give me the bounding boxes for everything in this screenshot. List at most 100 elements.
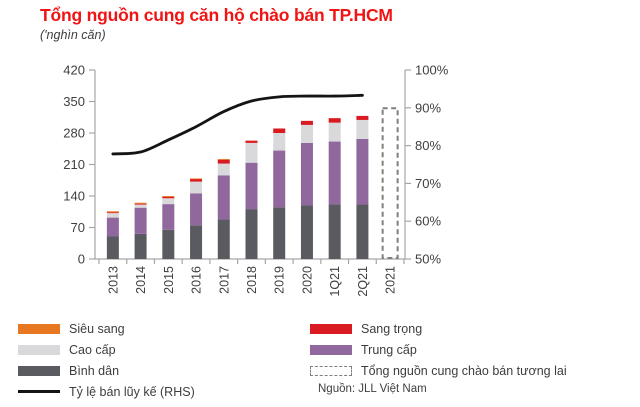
legend-item-ty-le-ban-luy-ke: Tỷ lệ bán lũy kế (RHS)	[18, 381, 298, 402]
bar-segment-2013-cao_cap	[106, 213, 119, 218]
legend-item-binh-dan: Bình dân	[18, 360, 298, 381]
bar-segment-2014-trung_cap	[134, 207, 147, 234]
bar-segment-1Q21-trung_cap	[328, 141, 341, 205]
bar-segment-2019-sang_trong	[273, 128, 286, 133]
bar-segment-2019-trung_cap	[273, 150, 286, 208]
chart-canvas: 0 70 140 210 280 350 420 50% 60% 70% 80% 90% 100% 201…	[63, 63, 449, 297]
bar-segment-1Q21-binh_dan	[328, 204, 341, 259]
right-axis-tick-label: 50%	[415, 252, 441, 267]
legend-label: Sang trọng	[361, 321, 423, 336]
right-axis-tick-label: 70%	[415, 176, 441, 191]
right-axis-tick-label: 100%	[415, 63, 449, 78]
left-axis-tick-label: 210	[63, 157, 85, 172]
bar-segment-2018-cao_cap	[245, 142, 258, 163]
bar-segment-2020-cao_cap	[300, 124, 313, 143]
legend-item-sieu-sang: Siêu sang	[18, 318, 298, 339]
left-axis-tick-label: 0	[78, 252, 85, 267]
legend-swatch-line	[18, 390, 60, 393]
x-axis-category-label: 2014	[134, 266, 148, 294]
bar-segment-2017-sang_trong	[217, 159, 230, 164]
bar-segment-2016-sieu_sang	[190, 178, 203, 180]
bar-segment-2017-cao_cap	[217, 163, 230, 176]
x-axis-category-label: 2Q21	[356, 266, 370, 297]
bar-segment-2019-cao_cap	[273, 133, 286, 151]
bar-segment-2014-sang_trong	[134, 203, 147, 205]
bar-segment-2018-trung_cap	[245, 162, 258, 210]
bar-segment-2014-sieu_sang	[134, 202, 147, 204]
stacked-bar-line-chart: 0 70 140 210 280 350 420 50% 60% 70% 80% 90% 100% 201…	[63, 63, 449, 297]
bar-segment-2016-sang_trong	[190, 178, 203, 182]
legend-item-trung-cap: Trung cấp	[310, 339, 630, 360]
x-axis-category-label: 2019	[273, 266, 287, 294]
bar-segment-2017-binh_dan	[217, 219, 230, 259]
left-axis-tick-label: 70	[71, 220, 85, 235]
bar-segment-2020-sang_trong	[300, 120, 313, 125]
legend-swatch-binh-dan	[18, 365, 60, 376]
left-axis-tick-label: 280	[63, 126, 85, 141]
bar-segment-2020-trung_cap	[300, 142, 313, 206]
bar-segment-1Q21-sang_trong	[328, 118, 341, 123]
legend-swatch-sieu-sang	[18, 323, 60, 334]
legend-swatch-cao-cap	[18, 344, 60, 355]
x-axis-category-label: 2020	[300, 266, 314, 294]
x-axis-category-label: 2013	[106, 266, 120, 294]
legend-column-left: Siêu sang Cao cấp Bình dân Tỷ lệ bán lũy…	[18, 318, 298, 402]
legend-label: Tỷ lệ bán lũy kế (RHS)	[69, 384, 195, 399]
bar-segment-2Q21-sang_trong	[356, 115, 369, 120]
legend-item-cao-cap: Cao cấp	[18, 339, 298, 360]
right-axis-tick-label: 90%	[415, 100, 441, 115]
page-title: Tổng nguồn cung căn hộ chào bán TP.HCM	[40, 5, 393, 25]
chart-unit-label: ('nghìn căn)	[40, 28, 106, 42]
legend-swatch-future-dashed	[310, 365, 352, 376]
bar-segment-2017-sieu_sang	[217, 159, 230, 160]
x-axis-category-label: 2016	[190, 266, 204, 294]
bar-segment-2018-binh_dan	[245, 209, 258, 259]
bar-segment-1Q21-cao_cap	[328, 122, 341, 142]
bar-segment-2015-cao_cap	[162, 198, 175, 205]
source-credit: Nguồn: JLL Việt Nam	[318, 383, 427, 395]
left-axis-tick-label: 140	[63, 189, 85, 204]
legend-swatch-sang-trong	[310, 323, 352, 334]
bar-segment-2016-trung_cap	[190, 193, 203, 226]
bar-segment-2013-binh_dan	[106, 236, 119, 259]
legend-item-future-supply: Tổng nguồn cung chào bán tương lai	[310, 360, 630, 381]
left-axis-tick-label: 350	[63, 94, 85, 109]
bar-segment-2016-cao_cap	[190, 181, 203, 194]
bar-segment-2013-sieu_sang	[106, 211, 119, 213]
bar-segment-2015-sang_trong	[162, 196, 175, 199]
legend-label: Trung cấp	[361, 342, 417, 357]
bar-segment-2015-sieu_sang	[162, 196, 175, 197]
legend-label: Siêu sang	[69, 321, 125, 336]
left-axis-tick-label: 420	[63, 63, 85, 78]
bar-segment-2015-trung_cap	[162, 204, 175, 230]
legend-column-right: Sang trọng Trung cấp Tổng nguồn cung chà…	[310, 318, 630, 381]
legend-label: Cao cấp	[69, 342, 116, 357]
legend-label: Bình dân	[69, 363, 120, 378]
bar-segment-2018-sang_trong	[245, 140, 258, 143]
x-axis-category-label: 2018	[245, 266, 259, 294]
x-axis-category-label: 2017	[217, 266, 231, 294]
legend-label: Tổng nguồn cung chào bán tương lai	[361, 363, 567, 378]
legend-swatch-trung-cap	[310, 344, 352, 355]
cumulative-sold-rate-line	[111, 93, 364, 156]
bar-segment-2Q21-binh_dan	[356, 204, 369, 259]
bar-segment-2Q21-cao_cap	[356, 119, 369, 139]
bar-segment-2013-trung_cap	[106, 217, 119, 237]
bar-segment-2017-trung_cap	[217, 175, 230, 220]
x-axis-category-label: 2015	[162, 266, 176, 294]
bar-segment-2020-binh_dan	[300, 205, 313, 259]
future-supply-dashed-bar	[381, 107, 399, 259]
bar-segment-2Q21-trung_cap	[356, 138, 369, 205]
x-axis-category-label: 1Q21	[328, 266, 342, 297]
bar-segment-2014-cao_cap	[134, 204, 147, 208]
bar-segment-2016-binh_dan	[190, 225, 203, 259]
bar-segment-2014-binh_dan	[134, 233, 147, 259]
right-axis-tick-label: 60%	[415, 214, 441, 229]
bar-segment-2015-binh_dan	[162, 229, 175, 259]
right-axis-tick-label: 80%	[415, 138, 441, 153]
x-axis-category-label: 2021	[384, 266, 398, 294]
legend-item-sang-trong: Sang trọng	[310, 318, 630, 339]
bar-segment-2013-sang_trong	[106, 212, 119, 214]
bar-segment-2019-binh_dan	[273, 207, 286, 259]
